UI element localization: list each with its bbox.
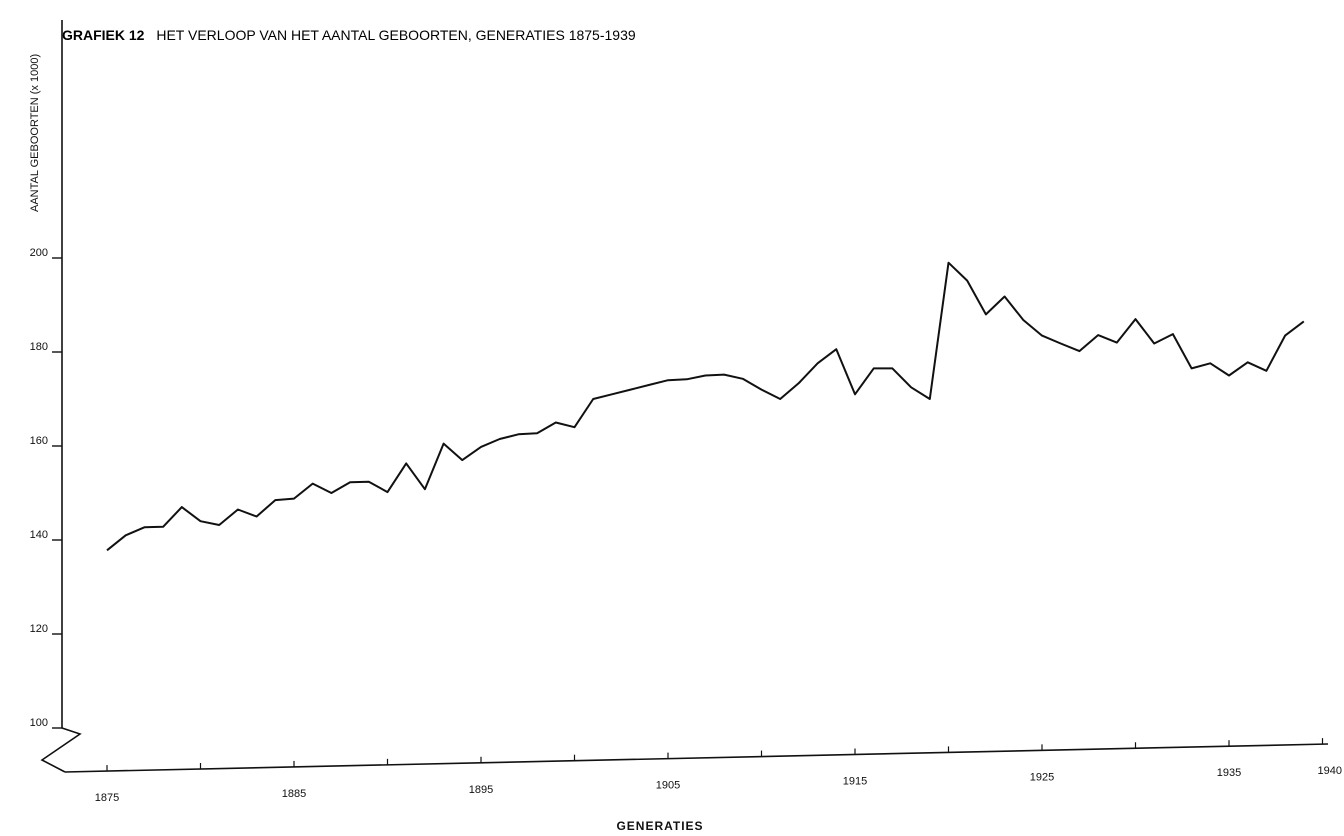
y-tick-label: 180 (30, 341, 48, 353)
y-tick-label: 120 (30, 623, 48, 635)
x-tick-label: 1935 (1217, 767, 1241, 779)
x-tick-label: 1875 (95, 792, 119, 804)
x-axis-line (64, 743, 1329, 773)
series-line (106, 261, 1305, 552)
chart-title: GRAFIEK 12 HET VERLOOP VAN HET AANTAL GE… (62, 27, 636, 43)
series-points (107, 263, 1304, 551)
y-tick-label: 100 (30, 717, 48, 729)
x-tick-label: 1925 (1030, 771, 1054, 783)
chart-title-prefix: GRAFIEK 12 (62, 27, 145, 43)
y-tick-label: 160 (30, 435, 48, 447)
x-ticks: 1875 1885 1895 1905 1915 1925 1935 1940 (95, 738, 1342, 804)
y-axis-break (40, 727, 82, 773)
chart-title-text: HET VERLOOP VAN HET AANTAL GEBOORTEN, GE… (156, 27, 635, 43)
x-tick-label: 1885 (282, 788, 306, 800)
x-tick-label: 1940 (1318, 765, 1342, 777)
x-tick-label: 1895 (469, 784, 493, 796)
y-axis-label: AANTAL GEBOORTEN (x 1000) (29, 54, 41, 212)
y-ticks: 100 120 140 160 180 200 (30, 247, 62, 729)
y-tick-label: 140 (30, 529, 48, 541)
x-tick-label: 1915 (843, 775, 867, 787)
x-axis-label: GENERATIES (616, 819, 703, 833)
y-tick-label: 200 (30, 247, 48, 259)
x-tick-label: 1905 (656, 780, 680, 792)
